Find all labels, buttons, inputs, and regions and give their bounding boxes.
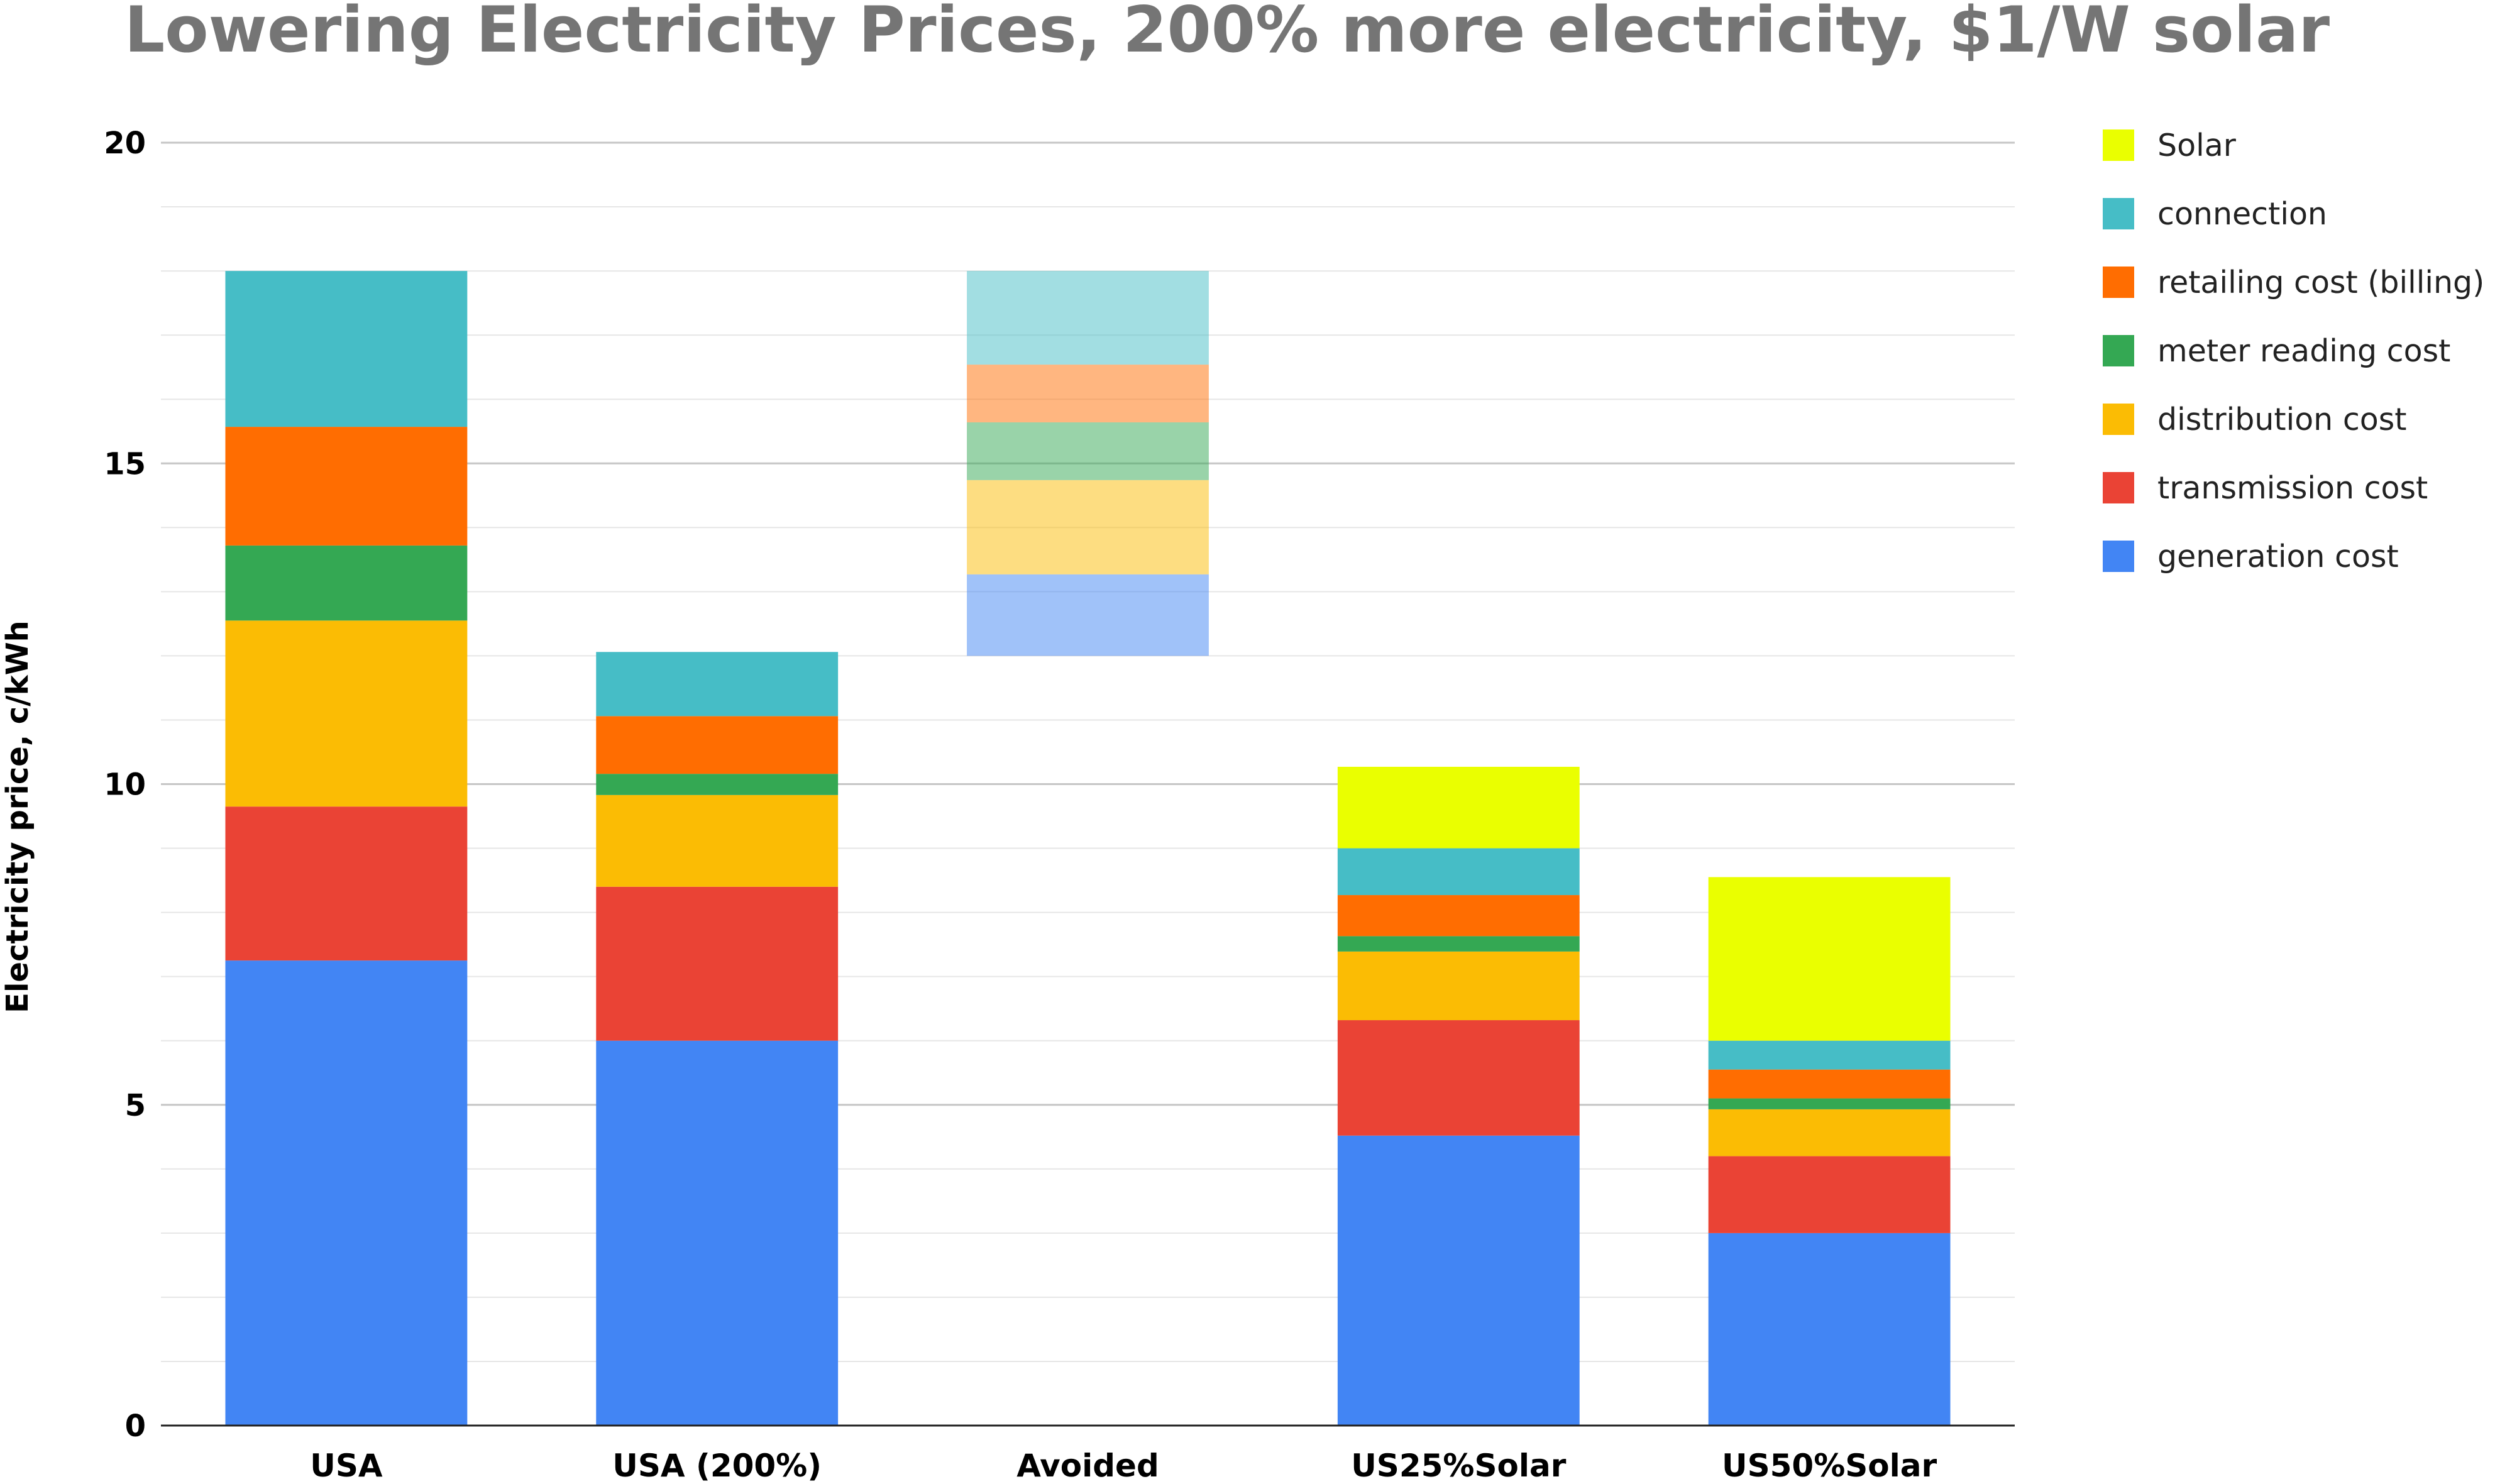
bar-avoided-generation-cost [967,574,1209,656]
legend-swatch-retailing-cost-billing [2103,267,2134,298]
bar-usa-200-retailing-cost-billing [596,716,839,774]
bars [225,271,1951,1426]
y-tick-label: 20 [104,126,146,161]
bar-usa-meter-reading-cost [225,545,468,621]
bar-usa-200-connection [596,652,839,717]
x-tick-label: USA (200%) [612,1448,822,1484]
legend-swatch-meter-reading-cost [2103,335,2134,366]
bar-us50-solar-generation-cost [1708,1233,1951,1426]
bar-us50-solar-meter-reading-cost [1708,1098,1951,1109]
y-axis-label: Electricity price, c/kWh [0,620,35,1013]
y-tick-label: 10 [104,767,146,803]
legend-label-meter-reading-cost: meter reading cost [2157,333,2450,369]
legend-swatch-solar [2103,129,2134,161]
bar-us25-solar-distribution-cost [1337,951,1580,1021]
bar-usa-200-generation-cost [596,1040,839,1426]
y-tick-label: 5 [125,1088,146,1123]
bar-us25-solar-connection [1337,848,1580,896]
y-tick-label: 15 [104,446,146,481]
bar-us50-solar-distribution-cost [1708,1109,1951,1157]
legend-label-solar: Solar [2157,128,2237,163]
legend-swatch-transmission-cost [2103,472,2134,503]
legend-swatch-distribution-cost [2103,404,2134,435]
legend-label-retailing-cost-billing: retailing cost (billing) [2157,265,2484,300]
bar-usa-retailing-cost-billing [225,427,468,546]
bar-avoided-meter-reading-cost [967,422,1209,480]
x-tick-label: Avoided [1016,1448,1159,1484]
legend-swatch-generation-cost [2103,541,2134,572]
legend-label-distribution-cost: distribution cost [2157,402,2406,437]
x-tick-label: US50%Solar [1722,1448,1937,1484]
legend-label-generation-cost: generation cost [2157,539,2399,574]
legend-label-connection: connection [2157,196,2327,232]
x-tick-label: US25%Solar [1351,1448,1567,1484]
bar-us25-solar-solar [1337,766,1580,849]
y-tick-labels: 0 5 10 15 20 [104,126,146,1444]
bar-avoided-retailing-cost-billing [967,365,1209,422]
x-tick-labels: USA USA (200%) Avoided US25%Solar US50%Solar [310,1448,1937,1484]
bar-us50-solar-transmission-cost [1708,1156,1951,1233]
legend: Solar connection retailing cost (billing) m… [2103,128,2484,574]
y-tick-label: 0 [125,1409,146,1444]
bar-avoided-distribution-cost [967,480,1209,574]
bar-usa-200-transmission-cost [596,886,839,1041]
bar-usa-generation-cost [225,960,468,1426]
legend-swatch-connection [2103,198,2134,229]
legend-label-transmission-cost: transmission cost [2157,470,2428,506]
bar-us50-solar-connection [1708,1040,1951,1070]
bar-us25-solar-retailing-cost-billing [1337,895,1580,937]
bar-us50-solar-solar [1708,877,1951,1041]
bar-usa-distribution-cost [225,620,468,807]
x-tick-label: USA [310,1448,383,1484]
bar-avoided-connection [967,271,1209,365]
bar-us25-solar-transmission-cost [1337,1020,1580,1136]
bar-us50-solar-retailing-cost-billing [1708,1069,1951,1099]
bar-usa-200-meter-reading-cost [596,774,839,795]
chart-title: Lowering Electricity Prices, 200% more e… [124,0,2330,67]
bar-us25-solar-generation-cost [1337,1135,1580,1426]
bar-usa-connection [225,271,468,427]
bar-usa-200-distribution-cost [596,794,839,887]
bar-usa-transmission-cost [225,806,468,961]
bar-us25-solar-meter-reading-cost [1337,936,1580,952]
